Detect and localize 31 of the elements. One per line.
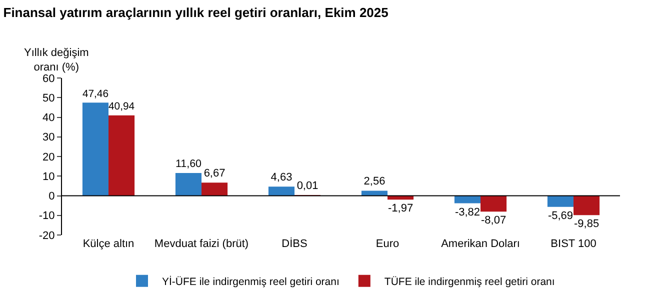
x-tick-label: DİBS <box>282 237 308 250</box>
data-label: 40,94 <box>108 102 135 113</box>
x-tick-label: BIST 100 <box>550 238 596 250</box>
y-tick-label: 40 <box>42 112 55 124</box>
data-label: -9,85 <box>574 218 600 230</box>
data-label: 2,56 <box>364 176 386 188</box>
y-tick-label: 10 <box>42 170 55 183</box>
y-tick-label: 20 <box>42 151 55 164</box>
y-tick-label: -20 <box>38 230 55 242</box>
x-tick-label: Külçe altın <box>82 238 134 250</box>
data-label: 0,01 <box>296 180 318 192</box>
legend-label: Yİ-ÜFE ile indirgenmiş reel getiri oranı <box>162 274 340 288</box>
x-tick-label: Euro <box>376 238 400 250</box>
y-axis-title: Yıllık değişim oranı (%) <box>24 47 89 74</box>
y-tick-label: 0 <box>48 190 55 203</box>
data-label: -5,69 <box>548 210 574 222</box>
data-label: 11,60 <box>175 158 202 170</box>
chart-title: Finansal yatırım araçlarının yıllık reel getiri oranları, Ekim 2025 <box>3 4 388 20</box>
x-tick-label: Amerikan Doları <box>441 238 520 250</box>
data-label: 6,67 <box>204 168 226 180</box>
y-tick-label: 50 <box>42 92 55 104</box>
x-tick-label: Mevduat faizi (brüt) <box>154 238 249 250</box>
y-tick-label: -10 <box>38 210 55 222</box>
data-label: -3,82 <box>454 206 480 218</box>
y-tick-label: 60 <box>42 72 55 85</box>
data-label: 47,46 <box>82 88 109 100</box>
y-tick-label: 30 <box>42 132 55 144</box>
data-label: -8,07 <box>480 214 506 227</box>
legend-label: TÜFE ile indirgenmiş reel getiri oranı <box>384 276 555 288</box>
data-label: -1,97 <box>388 202 414 215</box>
data-label: 4,63 <box>270 172 292 184</box>
